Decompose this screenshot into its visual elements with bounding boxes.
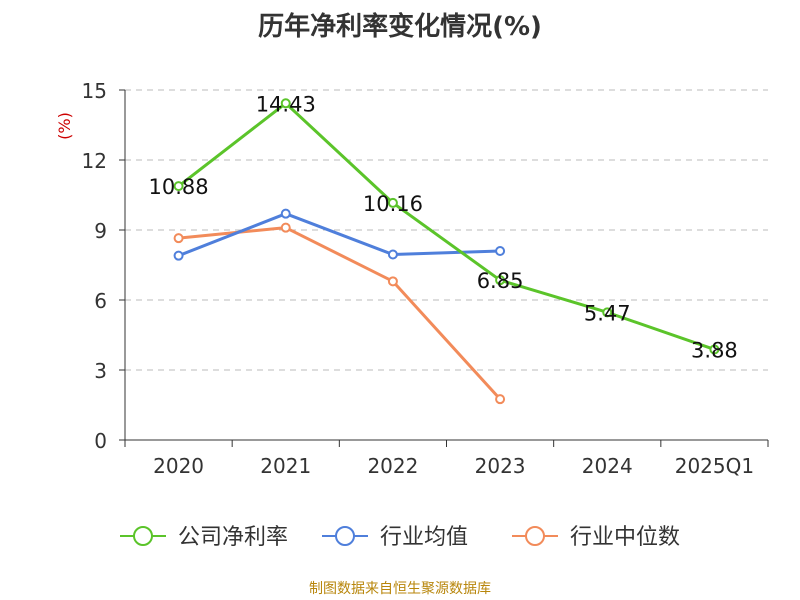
data-point — [280, 208, 291, 219]
data-point — [602, 307, 613, 318]
data-point — [495, 394, 506, 405]
y-tick-label: 6 — [94, 289, 107, 313]
y-axis-label: (%) — [55, 112, 74, 140]
legend-marker — [335, 526, 355, 546]
x-tick-label: 2020 — [153, 454, 204, 478]
y-tick-label: 15 — [82, 79, 107, 103]
data-label: 6.85 — [477, 269, 524, 293]
y-tick-label: 9 — [94, 219, 107, 243]
legend-marker — [133, 526, 153, 546]
data-point — [495, 275, 506, 286]
series-line — [178, 212, 501, 258]
data-label: 10.88 — [149, 175, 209, 199]
legend-label: 行业中位数 — [570, 525, 680, 550]
y-tick-label: 3 — [94, 359, 107, 383]
data-point — [173, 181, 184, 192]
x-tick-label: 2025Q1 — [675, 454, 754, 478]
data-point — [173, 233, 184, 244]
legend-label: 公司净利率 — [178, 525, 288, 550]
x-tick-label: 2023 — [475, 454, 526, 478]
data-point — [387, 276, 398, 287]
chart-title: 历年净利率变化情况(%) — [258, 12, 542, 42]
data-point — [495, 246, 506, 256]
data-point — [709, 344, 720, 355]
data-point — [280, 98, 291, 109]
data-label: 10.16 — [363, 192, 423, 216]
x-tick-label: 2024 — [582, 454, 633, 478]
data-label: 5.47 — [584, 301, 631, 325]
y-tick-label: 0 — [94, 429, 107, 453]
data-point — [387, 197, 398, 208]
y-tick-label: 12 — [82, 149, 107, 173]
data-point — [387, 249, 398, 260]
x-tick-label: 2022 — [367, 454, 418, 478]
source-note: 制图数据来自恒生聚源数据库 — [309, 581, 491, 597]
data-label: 3.88 — [691, 338, 738, 362]
data-point — [280, 222, 291, 233]
legend-label: 行业均值 — [380, 525, 468, 550]
data-label: 14.43 — [256, 92, 316, 116]
series-line — [177, 101, 715, 351]
legend-marker — [525, 526, 545, 546]
data-point — [173, 250, 184, 261]
series-line — [178, 226, 502, 401]
x-tick-label: 2021 — [260, 454, 311, 478]
